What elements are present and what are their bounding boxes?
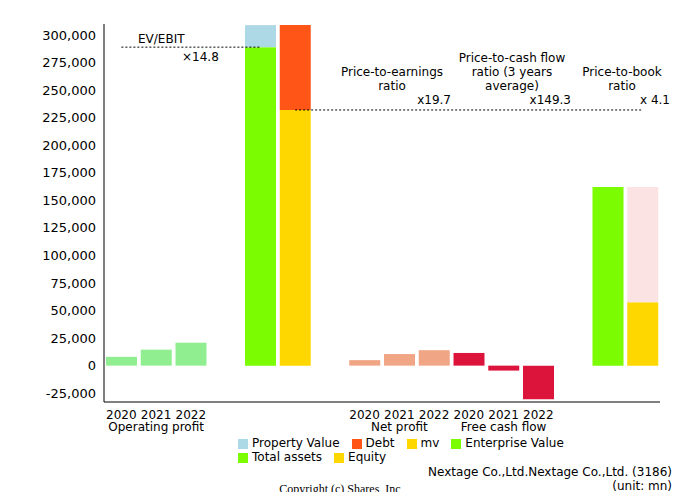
svg-text:75,000: 75,000	[51, 276, 97, 291]
svg-text:2021: 2021	[141, 408, 172, 422]
svg-text:250,000: 250,000	[42, 83, 96, 98]
svg-text:300,000: 300,000	[42, 28, 96, 43]
svg-text:2020: 2020	[349, 408, 380, 422]
svg-text:100,000: 100,000	[42, 248, 96, 263]
html-text:EV/EBIT: EV/EBIT	[138, 32, 185, 46]
svg-text:2021: 2021	[384, 408, 415, 422]
html-text:(unit: mn): (unit: mn)	[612, 479, 672, 493]
html-text:Operating profit: Operating profit	[108, 420, 204, 434]
svg-text:125,000: 125,000	[42, 220, 96, 235]
html-text:x 4.1: x 4.1	[640, 93, 670, 107]
svg-text:200,000: 200,000	[42, 138, 96, 153]
svg-text:0: 0	[88, 358, 96, 373]
svg-text:275,000: 275,000	[42, 55, 96, 70]
html-text:mv: mv	[420, 436, 440, 450]
svg-text:2022: 2022	[176, 408, 207, 422]
svg-text:2022: 2022	[523, 408, 554, 422]
html-text:Nextage Co.,Ltd.Nextage Co.,Lt: Nextage Co.,Ltd.Nextage Co.,Ltd. (3186)	[428, 465, 672, 479]
html-text:Price-to-book ratio: Price-to-book ratio	[582, 65, 662, 93]
html-text:x149.3: x149.3	[529, 93, 571, 107]
html-text:Copyright (c) Shares, Inc: Copyright (c) Shares, Inc	[279, 482, 401, 496]
html-text:Free cash flow: Free cash flow	[460, 420, 547, 434]
html-text:Equity: Equity	[348, 450, 386, 464]
svg-text:2020: 2020	[454, 408, 485, 422]
html-text:Price-to-earnings ratio: Price-to-earnings ratio	[341, 65, 443, 93]
svg-text:2020: 2020	[106, 408, 137, 422]
svg-text:150,000: 150,000	[42, 193, 96, 208]
html-text:Total assets: Total assets	[252, 450, 322, 464]
svg-text:50,000: 50,000	[51, 303, 97, 318]
html-text:×14.8: ×14.8	[182, 50, 219, 64]
svg-text:2022: 2022	[419, 408, 450, 422]
html-text:Property Value: Property Value	[252, 436, 340, 450]
svg-text:225,000: 225,000	[42, 110, 96, 125]
svg-text:2021: 2021	[488, 408, 519, 422]
html-text:Price-to-cash flow ratio (3 ye: Price-to-cash flow ratio (3 years averag…	[458, 51, 566, 93]
html-text:Enterprise Value: Enterprise Value	[465, 436, 564, 450]
svg-text:25,000: 25,000	[51, 331, 97, 346]
svg-text:-25,000: -25,000	[46, 386, 96, 401]
html-text:Net profit: Net profit	[371, 420, 428, 434]
html-text:x19.7: x19.7	[417, 93, 451, 107]
html-text:Debt: Debt	[365, 436, 395, 450]
svg-text:175,000: 175,000	[42, 165, 96, 180]
